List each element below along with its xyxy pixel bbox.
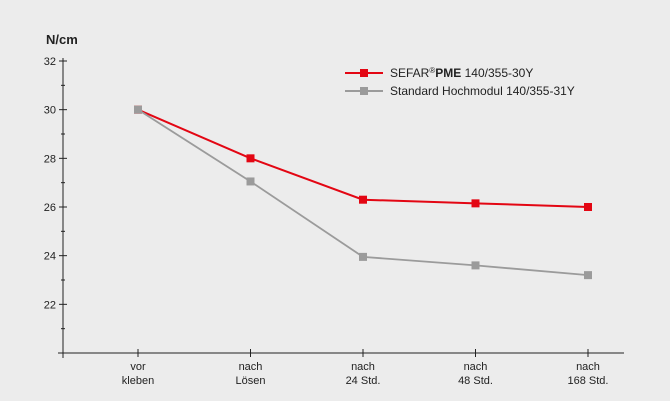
x-tick-label: nach — [351, 361, 375, 373]
y-tick-label: 32 — [44, 56, 56, 68]
x-tick-label: vor — [130, 361, 146, 373]
series-layer — [134, 105, 592, 280]
x-tick-label: 48 Std. — [458, 375, 493, 387]
y-tick-label: 30 — [44, 105, 56, 117]
y-axis-label: N/cm — [46, 32, 78, 47]
x-tick-label: nach — [576, 361, 600, 373]
axes: 22 24 26 28 30 32 vor kleben nach Lösen nach 24 Std… — [44, 56, 624, 387]
x-tick-label: nach — [239, 361, 263, 373]
y-tick-label: 22 — [44, 299, 56, 311]
data-point — [359, 252, 367, 261]
series-line — [137, 108, 589, 208]
data-point — [246, 154, 255, 163]
legend-label: Standard Hochmodul 140/355-31Y — [390, 84, 575, 98]
data-point — [246, 177, 255, 186]
legend-marker — [360, 87, 368, 95]
data-point — [471, 199, 480, 208]
x-tick-label: kleben — [122, 375, 154, 387]
y-tick-label: 24 — [44, 251, 56, 263]
y-tick-label: 26 — [44, 202, 56, 214]
data-point — [359, 195, 367, 204]
data-point — [584, 271, 592, 280]
y-tick-label: 28 — [44, 153, 56, 165]
data-point — [134, 105, 142, 114]
data-point — [584, 203, 592, 211]
legend-label: SEFAR®PME 140/355-30Y — [390, 66, 533, 80]
data-point — [471, 261, 480, 270]
x-tick-label: Lösen — [236, 375, 266, 387]
x-tick-label: 24 Std. — [346, 375, 381, 387]
x-tick-label: 168 Std. — [568, 375, 609, 387]
legend: SEFAR®PME 140/355-30Y Standard Hochmodul … — [345, 66, 575, 98]
series-line — [137, 108, 589, 277]
x-tick-label: nach — [464, 361, 488, 373]
legend-marker — [360, 69, 368, 77]
